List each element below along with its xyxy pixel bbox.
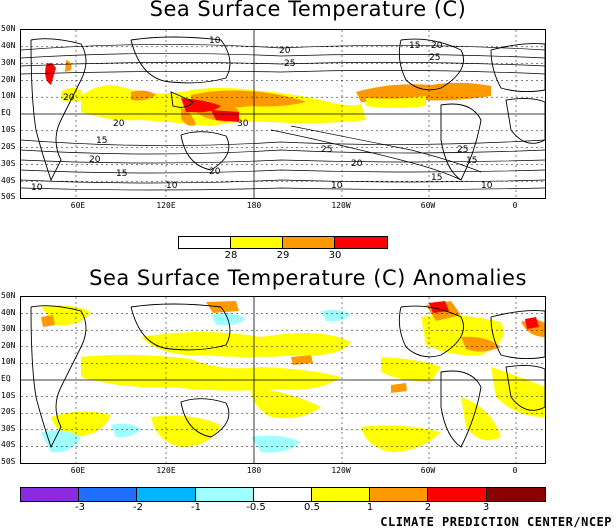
contour-label: 15 [96,136,107,146]
lat-label: 50S [1,457,16,466]
lon-label: 120E [156,201,176,210]
contour-label: 15 [409,41,420,51]
colorbar-swatch [486,488,545,501]
lon-label: 180 [246,201,262,210]
contour-label: 15 [116,169,127,179]
lat-label: 10S [1,125,16,134]
lat-label: EQ [1,108,11,117]
lon-label: 120E [156,466,176,475]
lat-label: 10N [1,91,16,100]
sst-map-graphic: 10 20 25 15 20 25 30 20 15 20 25 25 15 2… [21,30,545,198]
contour-label: 25 [429,53,440,63]
colorbar-label: -3 [75,502,85,513]
sst-map-title: Sea Surface Temperature (C) [149,0,467,21]
lat-label: 10S [1,391,16,400]
colorbar-swatch [428,488,487,501]
colorbar-swatch [79,488,138,501]
lon-label: 0 [512,466,518,475]
colorbar-swatch [231,237,283,248]
contour-label: 30 [237,119,249,129]
anomaly-map-title: Sea Surface Temperature (C) Anomalies [89,266,527,290]
sst-colorbar [178,236,388,249]
lat-label: 40N [1,308,16,317]
contour-label: 25 [321,145,332,155]
contour-label: 20 [209,167,221,177]
colorbar-label: 30 [328,250,342,261]
lat-label: 30S [1,424,16,433]
lon-label: 60W [420,466,436,475]
colorbar-label: -2 [133,502,143,513]
contour-label: 10 [166,181,178,191]
sst-map: 10 20 25 15 20 25 30 20 15 20 25 25 15 2… [20,29,546,199]
lat-label: 20N [1,75,16,84]
lat-label: 30N [1,58,16,67]
lat-label: 50N [1,291,16,300]
lon-label: 120W [331,466,351,475]
lat-label: 20S [1,142,16,151]
colorbar-label: -0.5 [246,502,266,513]
colorbar-label: 2 [424,502,432,513]
colorbar-label: -1 [191,502,201,513]
colorbar-label: 3 [482,502,490,513]
lon-label: 120W [331,201,351,210]
anomaly-colorbar [20,487,546,502]
contour-label: 10 [331,181,343,191]
lon-label: 180 [246,466,262,475]
lon-label: 0 [512,201,518,210]
lat-label: 40S [1,176,16,185]
anomaly-map [20,296,546,464]
lat-label: 30N [1,324,16,333]
contour-label: 15 [466,156,477,166]
lat-label: 50S [1,192,16,201]
colorbar-label: 29 [276,250,290,261]
colorbar-label: 28 [224,250,238,261]
contour-label: 20 [89,155,101,165]
colorbar-swatch [179,237,231,248]
lon-label: 60E [70,201,86,210]
contour-label: 25 [284,59,295,69]
lat-label: 40N [1,41,16,50]
colorbar-swatch [137,488,196,501]
lat-label: 10N [1,357,16,366]
lat-label: 50N [1,24,16,33]
lon-label: 60E [70,466,86,475]
lat-label: 30S [1,159,16,168]
anomaly-map-graphic [21,297,545,463]
contour-label: 25 [457,145,468,155]
lat-label: EQ [1,374,11,383]
contour-label: 20 [351,159,363,169]
contour-label: 10 [481,181,493,191]
colorbar-swatch [370,488,429,501]
contour-label: 15 [431,173,442,183]
contour-label: 10 [31,183,43,193]
lon-label: 60W [420,201,436,210]
lat-label: 20S [1,407,16,416]
colorbar-swatch [283,237,335,248]
colorbar-swatch [311,488,371,501]
lat-label: 40S [1,440,16,449]
colorbar-label: 0.5 [304,502,320,513]
colorbar-swatch [335,237,387,248]
colorbar-swatch [195,488,254,501]
credit-text: CLIMATE PREDICTION CENTER/NCEP [380,515,612,529]
contour-label: 20 [63,93,75,103]
colorbar-swatch [21,488,80,501]
contour-label: 10 [209,36,221,46]
colorbar-swatch [253,488,312,501]
contour-label: 20 [279,46,291,56]
contour-label: 20 [431,41,443,51]
colorbar-label: 1 [366,502,374,513]
contour-label: 20 [113,119,125,129]
lat-label: 20N [1,341,16,350]
